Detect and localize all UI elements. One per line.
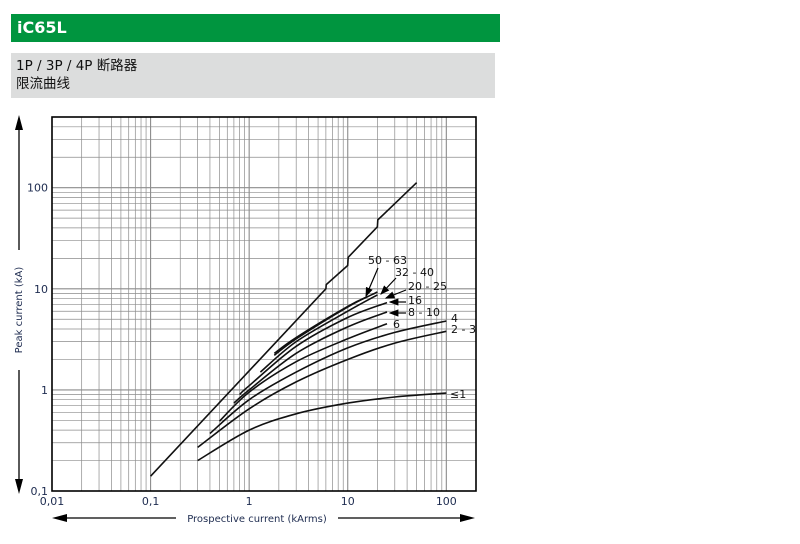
x-tick-label: 100: [436, 495, 457, 508]
curve-label: 8 - 10: [408, 306, 440, 319]
x-axis-arrow: Prospective current (kArms): [52, 514, 475, 525]
x-tick-label: 1: [246, 495, 253, 508]
unlimited-peak-line: [150, 182, 418, 477]
curve-32-40: [273, 291, 378, 356]
curve-label: 16: [408, 294, 422, 307]
curve-2-3: [197, 330, 447, 449]
y-axis-arrow: Peak current (kA): [14, 115, 25, 494]
y-tick-label: 0,1: [31, 485, 49, 498]
y-tick-label: 100: [27, 182, 48, 195]
curve-label: 20 - 25: [408, 280, 447, 293]
curve-6: [218, 323, 388, 422]
curve-16: [239, 301, 388, 396]
curve-≤1: [197, 392, 447, 462]
curve-label: 4: [451, 312, 458, 325]
y-axis-label: Peak current (kA): [14, 267, 25, 354]
curve-label: ≤1: [450, 388, 466, 401]
curve-4: [209, 320, 447, 435]
curve-8-10: [233, 311, 388, 404]
curve-label: 50 - 63: [368, 254, 407, 267]
section-subtitle: 限流曲线: [16, 76, 70, 92]
section-header: 1P / 3P / 4P 断路器 限流曲线: [11, 53, 495, 98]
curve-label: 6: [393, 318, 400, 331]
product-title-bar: iC65L: [11, 14, 500, 42]
curve-label: 32 - 40: [395, 266, 434, 279]
product-title: iC65L: [17, 18, 67, 37]
curve-20-25: [259, 294, 378, 373]
x-axis-label: Prospective current (kArms): [187, 514, 327, 525]
section-title: 1P / 3P / 4P 断路器: [16, 58, 138, 74]
x-tick-label: 0,01: [40, 495, 65, 508]
grid: [51, 116, 477, 492]
arrow-icon: [384, 289, 407, 299]
x-tick-label: 0,1: [142, 495, 160, 508]
arrow-icon: [365, 267, 379, 298]
plot-frame: [51, 116, 477, 492]
arrow-icon: [380, 277, 397, 295]
x-tick-label: 10: [341, 495, 355, 508]
curves: [150, 182, 447, 477]
y-tick-label: 10: [34, 283, 48, 296]
y-tick-label: 1: [41, 384, 48, 397]
curve-label: 2 - 3: [451, 323, 476, 336]
